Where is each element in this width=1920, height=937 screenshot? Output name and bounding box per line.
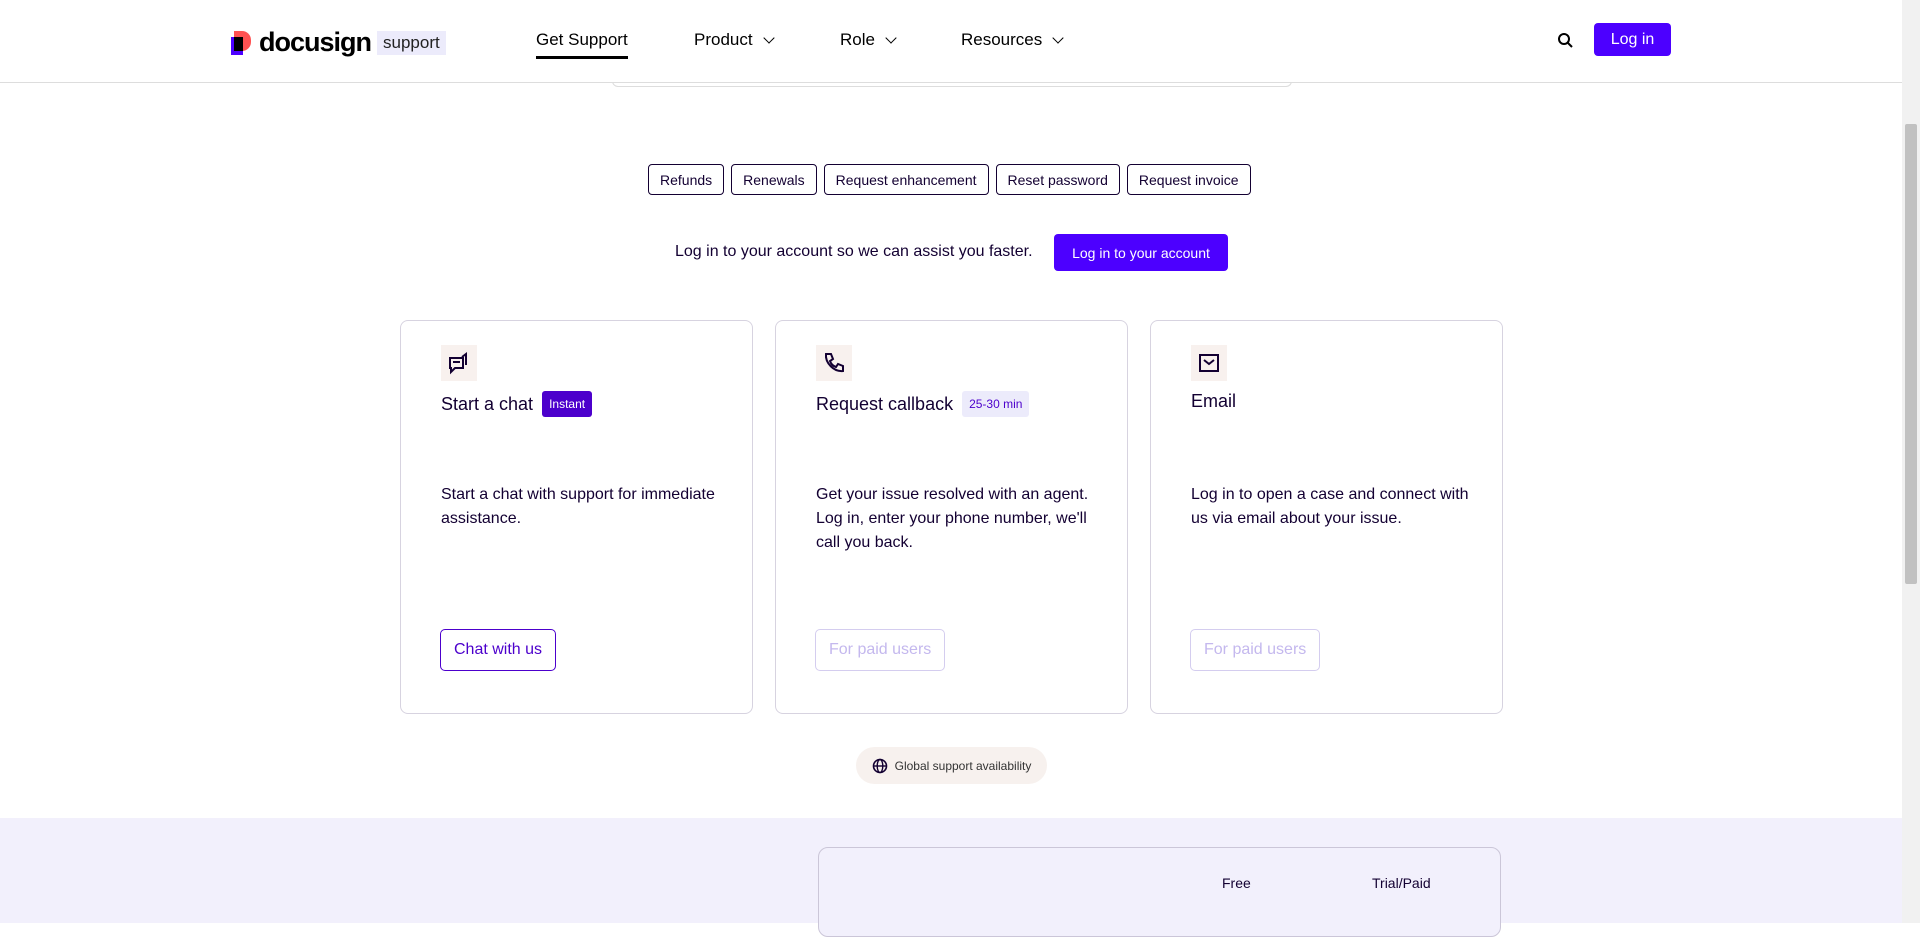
login-to-account-button[interactable]: Log in to your account [1054, 234, 1228, 271]
global-support-availability-button[interactable]: Global support availability [856, 747, 1047, 784]
column-trial-paid: Trial/Paid [1372, 875, 1431, 891]
scrollbar-thumb[interactable] [1905, 124, 1917, 584]
quick-link-reset-password[interactable]: Reset password [995, 164, 1120, 195]
quick-link-request-enhancement[interactable]: Request enhancement [823, 164, 989, 195]
nav-resources[interactable]: Resources [961, 30, 1064, 50]
login-prompt-text: Log in to your account so we can assist … [675, 243, 1033, 260]
callback-card: Request callback 25-30 min Get your issue… [775, 320, 1128, 714]
card-title: Request callback [816, 393, 954, 414]
quick-links: Refunds Renewals Request enhancement Res… [648, 164, 1251, 195]
global-support-label: Global support availability [894, 758, 1032, 773]
email-card: Email Log in to open a case and connect … [1150, 320, 1503, 714]
nav-label: Product [694, 30, 753, 49]
nav-product[interactable]: Product [694, 30, 775, 50]
mail-icon [1191, 345, 1227, 381]
globe-icon [872, 758, 887, 773]
site-header: docusign support Get Support Product Rol… [0, 0, 1902, 83]
nav-label: Role [840, 30, 875, 49]
card-description: Log in to open a case and connect with u… [1191, 486, 1469, 527]
docusign-logo-icon [231, 30, 253, 55]
chevron-down-icon [762, 32, 775, 44]
chevron-down-icon [885, 32, 897, 44]
chat-icon [441, 345, 477, 381]
logo-text: docusign [259, 27, 372, 57]
card-description: Start a chat with support for immediate … [441, 486, 715, 527]
for-paid-users-button[interactable]: For paid users [815, 629, 946, 671]
logo-subtitle: support [377, 30, 446, 55]
nav-label: Resources [961, 30, 1043, 49]
phone-icon [816, 345, 852, 381]
card-title: Start a chat [441, 393, 534, 414]
quick-link-refunds[interactable]: Refunds [648, 164, 725, 195]
chevron-down-icon [1052, 32, 1064, 44]
search-icon[interactable] [1557, 32, 1574, 49]
card-title: Email [1191, 391, 1237, 411]
docusign-support-logo[interactable]: docusign support [231, 27, 446, 58]
nav-get-support[interactable]: Get Support [536, 30, 628, 59]
chat-with-us-button[interactable]: Chat with us [440, 629, 557, 671]
nav-role[interactable]: Role [840, 30, 897, 50]
instant-badge: Instant [542, 391, 593, 417]
wait-time-badge: 25-30 min [962, 391, 1030, 417]
column-free: Free [1222, 875, 1251, 891]
quick-link-renewals[interactable]: Renewals [731, 164, 817, 195]
card-description: Get your issue resolved with an agent. L… [816, 486, 1089, 551]
nav-label: Get Support [536, 30, 628, 49]
login-button[interactable]: Log in [1594, 23, 1671, 56]
chat-card: Start a chat Instant Start a chat with su… [400, 320, 753, 714]
comparison-table [818, 847, 1501, 937]
quick-link-request-invoice[interactable]: Request invoice [1126, 164, 1251, 195]
for-paid-users-button[interactable]: For paid users [1190, 629, 1321, 671]
